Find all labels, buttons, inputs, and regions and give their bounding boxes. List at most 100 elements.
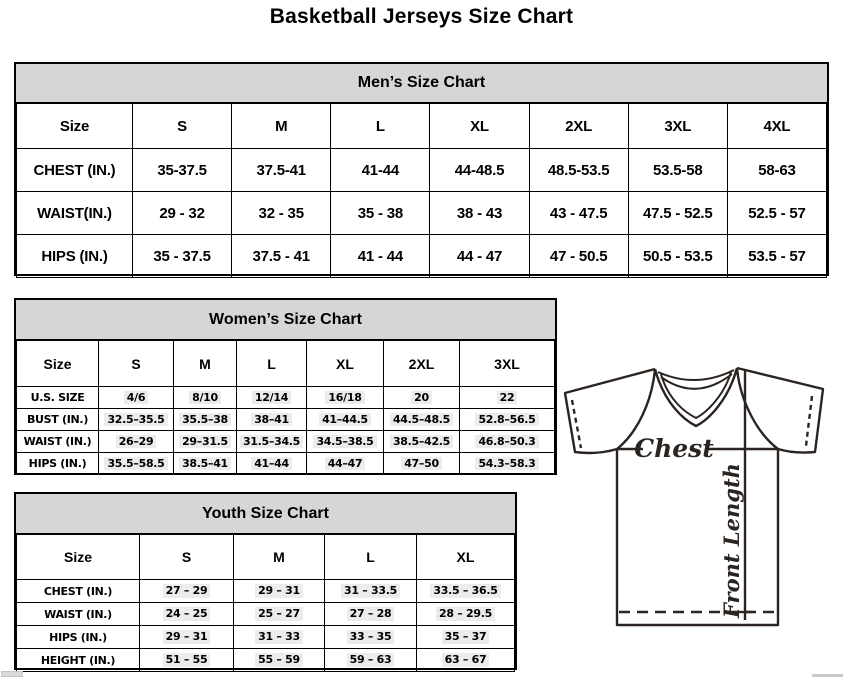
youth-table: Size S M L XL CHEST (IN.) 27 – 29 29 – 31 31 – 3…: [16, 534, 515, 672]
mens-cell: 52.5 - 57: [726, 191, 828, 235]
womens-cell: 35.5–38: [173, 408, 237, 431]
jersey-sleeve-right: [736, 366, 825, 454]
youth-cell: 35 – 37: [416, 625, 515, 649]
womens-row: BUST (IN.) 32.5–35.5 35.5–38 38–41 41–44.5 44…: [16, 408, 555, 431]
womens-cell: 44–47: [306, 452, 384, 475]
youth-cell: 55 – 59: [233, 648, 325, 672]
womens-cell: 32.5–35.5: [98, 408, 174, 431]
womens-cell: 12/14: [236, 386, 307, 409]
womens-cell: 22: [459, 386, 555, 409]
jersey-armhole-right: [735, 367, 779, 450]
womens-cell: 35.5–58.5: [98, 452, 174, 475]
mens-cell: 32 - 35: [231, 191, 332, 235]
womens-cell: 16/18: [306, 386, 384, 409]
mens-cell: 41-44: [330, 148, 431, 192]
youth-column-header: XL: [416, 534, 515, 580]
mens-row: HIPS (IN.) 35 - 37.5 37.5 - 41 41 - 44 44 - …: [16, 234, 828, 278]
scrollbar-fragment-right: [812, 674, 843, 677]
youth-column-header: M: [233, 534, 325, 580]
womens-cell: 54.3–58.3: [459, 452, 555, 475]
womens-cell: 41–44.5: [306, 408, 384, 431]
womens-cell: 44.5–48.5: [383, 408, 460, 431]
jersey-sleeve-right-stitch: [804, 395, 814, 447]
mens-cell: 37.5 - 41: [231, 234, 332, 278]
youth-cell: 27 – 29: [139, 579, 234, 603]
womens-cell: 41–44: [236, 452, 307, 475]
youth-row: HEIGHT (IN.) 51 – 55 55 – 59 59 – 63 63 – 67: [16, 648, 515, 672]
youth-cell: 28 – 29.5: [416, 602, 515, 626]
jersey-collar-back-arc2: [660, 373, 733, 390]
mens-cell: 47.5 - 52.5: [627, 191, 728, 235]
youth-row-label: WAIST (IN.): [16, 602, 140, 626]
mens-cell: 37.5-41: [231, 148, 332, 192]
womens-row-label: HIPS (IN.): [16, 452, 99, 475]
womens-row-label: BUST (IN.): [16, 408, 99, 431]
womens-cell: 31.5–34.5: [236, 430, 307, 453]
youth-cell: 33.5 – 36.5: [416, 579, 515, 603]
mens-cell: 35-37.5: [131, 148, 233, 192]
chest-label: Chest: [634, 434, 714, 463]
womens-cell: 38.5–42.5: [383, 430, 460, 453]
mens-cell: 53.5 - 57: [726, 234, 828, 278]
mens-row-label: HIPS (IN.): [16, 234, 133, 278]
mens-cell: 58-63: [726, 148, 828, 192]
womens-row: WAIST (IN.) 26–29 29–31.5 31.5–34.5 34.5–38.…: [16, 430, 555, 453]
womens-column-header: XL: [306, 340, 384, 387]
mens-row-label: WAIST(IN.): [16, 191, 133, 235]
mens-column-header: Size: [16, 103, 133, 149]
youth-cell: 25 – 27: [233, 602, 325, 626]
jersey-armhole-left: [616, 368, 657, 450]
mens-cell: 44 - 47: [429, 234, 530, 278]
womens-column-header: S: [98, 340, 174, 387]
mens-column-header: 3XL: [627, 103, 728, 149]
mens-row-label: CHEST (IN.): [16, 148, 133, 192]
page-title: Basketball Jerseys Size Chart: [269, 5, 574, 28]
mens-column-header: 2XL: [528, 103, 629, 149]
youth-cell: 31 – 33: [233, 625, 325, 649]
womens-row-label: WAIST (IN.): [16, 430, 99, 453]
youth-chart-title: Youth Size Chart: [16, 494, 515, 534]
mens-cell: 50.5 - 53.5: [627, 234, 728, 278]
mens-cell: 43 - 47.5: [528, 191, 629, 235]
mens-column-header: S: [131, 103, 233, 149]
youth-column-header: S: [139, 534, 234, 580]
youth-row: HIPS (IN.) 29 – 31 31 – 33 33 – 35 35 – 37: [16, 625, 515, 649]
mens-table: Size S M L XL 2XL 3XL 4XL CHEST (IN.) 35-37.5 37.5…: [16, 103, 828, 278]
mens-cell: 53.5-58: [627, 148, 728, 192]
mens-cell: 41 - 44: [330, 234, 431, 278]
mens-cell: 29 - 32: [131, 191, 233, 235]
jersey-vneck-outer: [653, 367, 739, 428]
youth-cell: 27 – 28: [324, 602, 417, 626]
mens-cell: 48.5-53.5: [528, 148, 629, 192]
jersey-sleeve-left-stitch: [570, 399, 583, 449]
womens-row: U.S. SIZE 4/6 8/10 12/14 16/18 20 22: [16, 386, 555, 409]
womens-cell: 20: [383, 386, 460, 409]
mens-column-header: 4XL: [726, 103, 828, 149]
womens-cell: 26–29: [98, 430, 174, 453]
youth-row-label: HIPS (IN.): [16, 625, 140, 649]
womens-table: Size S M L XL 2XL 3XL U.S. SIZE 4/6 8/10 12/14 16/1…: [16, 340, 555, 475]
mens-row: WAIST(IN.) 29 - 32 32 - 35 35 - 38 38 - 43 43…: [16, 191, 828, 235]
mens-cell: 44-48.5: [429, 148, 530, 192]
womens-cell: 8/10: [173, 386, 237, 409]
womens-header-row: Size S M L XL 2XL 3XL: [16, 340, 555, 387]
jersey-body-outline: [615, 449, 780, 627]
womens-cell: 38.5–41: [173, 452, 237, 475]
youth-header-row: Size S M L XL: [16, 534, 515, 580]
youth-column-header: Size: [16, 534, 140, 580]
mens-cell: 35 - 38: [330, 191, 431, 235]
womens-size-chart: Women’s Size Chart Size S M L XL 2XL 3XL U.S. S…: [14, 298, 557, 475]
womens-row-label: U.S. SIZE: [16, 386, 99, 409]
mens-header-row: Size S M L XL 2XL 3XL 4XL: [16, 103, 828, 149]
mens-cell: 38 - 43: [429, 191, 530, 235]
youth-cell: 63 – 67: [416, 648, 515, 672]
youth-cell: 33 – 35: [324, 625, 417, 649]
mens-chart-title: Men’s Size Chart: [16, 64, 827, 103]
scrollbar-fragment-left: [1, 671, 23, 677]
jersey-sleeve-left: [563, 367, 656, 455]
youth-cell: 24 – 25: [139, 602, 234, 626]
womens-column-header: M: [173, 340, 237, 387]
womens-cell: 46.8–50.3: [459, 430, 555, 453]
mens-cell: 35 - 37.5: [131, 234, 233, 278]
jersey-diagram: Chest Front Length: [563, 366, 825, 627]
